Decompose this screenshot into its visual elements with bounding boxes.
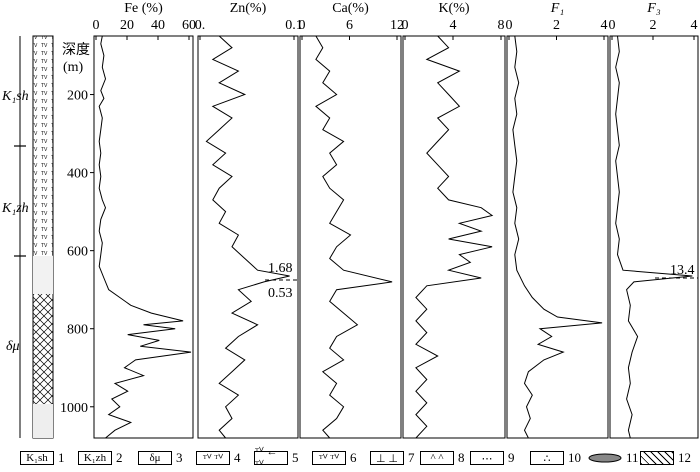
depth-axis-label: 深度	[62, 42, 90, 58]
panel-6-tick-0: 0	[609, 18, 616, 33]
legend-item-11: 11	[588, 448, 639, 468]
panel-1-tick-3: 60	[182, 18, 196, 33]
legend-number-2: 2	[116, 450, 123, 465]
legend-swatch-1: K₁sh	[20, 451, 54, 465]
panel-title-6: F₃	[646, 1, 661, 16]
legend-item-5: ᵀⱽ ← ᵀⱽ 5	[254, 446, 299, 471]
legend-item-2: K₁zh 2	[78, 448, 123, 468]
depth-tick-2: 600	[67, 245, 88, 260]
panel-2-tick-1: 0.1	[285, 18, 303, 33]
legend-swatch-2: K₁zh	[78, 451, 112, 465]
depth-tick-3: 800	[67, 323, 88, 338]
legend-swatch-4: ᵀⱽ ᵀⱽ	[196, 451, 230, 465]
series-line-4	[415, 35, 494, 439]
panel-3-tick-0: 0	[299, 18, 306, 33]
legend-number-6: 6	[350, 450, 357, 465]
panel-title-3: Ca(%)	[332, 1, 369, 16]
legend-item-8: ^ ^ 8	[420, 448, 465, 468]
legend-number-3: 3	[176, 450, 183, 465]
panel-frame-5	[506, 35, 609, 439]
panel-frame-1	[93, 35, 194, 439]
panel-5-tick-1: 2	[553, 18, 560, 33]
series-line-6	[615, 35, 693, 439]
legend-swatch-12	[640, 451, 674, 465]
panel-frame-6	[609, 35, 699, 439]
zn-upper-annotation: 1.68	[268, 261, 293, 276]
legend-number-7: 7	[408, 450, 415, 465]
panel-5-tick-0: 0	[506, 18, 513, 33]
legend-item-10: ∴ 10	[530, 448, 581, 468]
legend-item-1: K₁sh 1	[20, 448, 65, 468]
panel-3-tick-1: 6	[346, 18, 353, 33]
depth-axis-unit: (m)	[63, 60, 84, 75]
legend-item-4: ᵀⱽ ᵀⱽ 4	[196, 448, 241, 468]
depth-tick-1: 400	[67, 167, 88, 182]
f3-annotation: 13.4	[670, 263, 695, 278]
legend-number-8: 8	[458, 450, 465, 465]
legend-item-3: δμ 3	[138, 448, 183, 468]
legend-number-12: 12	[678, 450, 691, 465]
legend-number-10: 10	[568, 450, 581, 465]
unit-label-2: K₁zh	[1, 201, 29, 216]
zn-lower-annotation: 0.53	[268, 286, 293, 301]
panel-5-tick-2: 4	[601, 18, 608, 33]
legend-number-11: 11	[626, 450, 639, 465]
legend-item-9: ⋯ 9	[470, 448, 515, 468]
series-line-5	[512, 35, 603, 439]
panel-title-1: Fe (%)	[124, 1, 163, 16]
panel-frame-2	[197, 35, 299, 439]
panel-4-tick-1: 4	[450, 18, 457, 33]
panel-6-tick-1: 2	[650, 18, 657, 33]
depth-tick-0: 200	[67, 89, 88, 104]
depth-tick-4: 1000	[60, 401, 88, 416]
series-line-3	[315, 35, 393, 439]
legend-item-7: ⊥ ⊥ 7	[370, 448, 415, 468]
panel-6-tick-2: 4	[691, 18, 698, 33]
well-log-figure: TV K₁sh K₁zh δμ 深度 (m) Fe (%)0204060Zn(%…	[1, 1, 699, 439]
legend-swatch-3: δμ	[138, 451, 172, 465]
legend-number-1: 1	[58, 450, 65, 465]
legend: K₁sh 1 K₁zh 2 δμ 3 ᵀⱽ ᵀⱽ 4 ᵀⱽ ← ᵀⱽ 5 ᵀⱽ ᵀⱽ 6 ⊥ ⊥ 7 ^ ^…	[0, 446, 700, 471]
panel-4-tick-2: 8	[498, 18, 505, 33]
legend-number-5: 5	[292, 450, 299, 465]
unit-label-1: K₁sh	[1, 89, 29, 104]
panel-title-5: F₁	[550, 1, 564, 16]
legend-swatch-5: ᵀⱽ ← ᵀⱽ	[254, 446, 288, 471]
panel-1-tick-0: 0	[93, 18, 100, 33]
series-line-2	[205, 35, 290, 439]
legend-swatch-7: ⊥ ⊥	[370, 451, 404, 465]
panel-frame-4	[402, 35, 506, 439]
legend-swatch-9: ⋯	[470, 451, 504, 465]
panel-1-tick-1: 20	[120, 18, 134, 33]
panel-3-tick-2: 12	[390, 18, 404, 33]
panel-4-tick-0: 0	[402, 18, 409, 33]
panel-title-2: Zn(%)	[230, 1, 267, 16]
panel-1-tick-2: 40	[151, 18, 165, 33]
legend-swatch-11	[588, 451, 622, 465]
legend-swatch-10: ∴	[530, 451, 564, 465]
unit-label-3: δμ	[6, 339, 20, 354]
legend-item-12: 12	[640, 448, 691, 468]
strat-column	[14, 35, 54, 439]
panel-title-4: K(%)	[438, 1, 469, 16]
series-line-1	[98, 35, 192, 439]
legend-number-4: 4	[234, 450, 241, 465]
legend-number-9: 9	[508, 450, 515, 465]
legend-swatch-8: ^ ^	[420, 451, 454, 465]
panel-2-tick-0: 0.	[195, 18, 206, 33]
legend-swatch-6: ᵀⱽ ᵀⱽ	[312, 451, 346, 465]
legend-item-6: ᵀⱽ ᵀⱽ 6	[312, 448, 357, 468]
panel-frame-3	[299, 35, 402, 439]
